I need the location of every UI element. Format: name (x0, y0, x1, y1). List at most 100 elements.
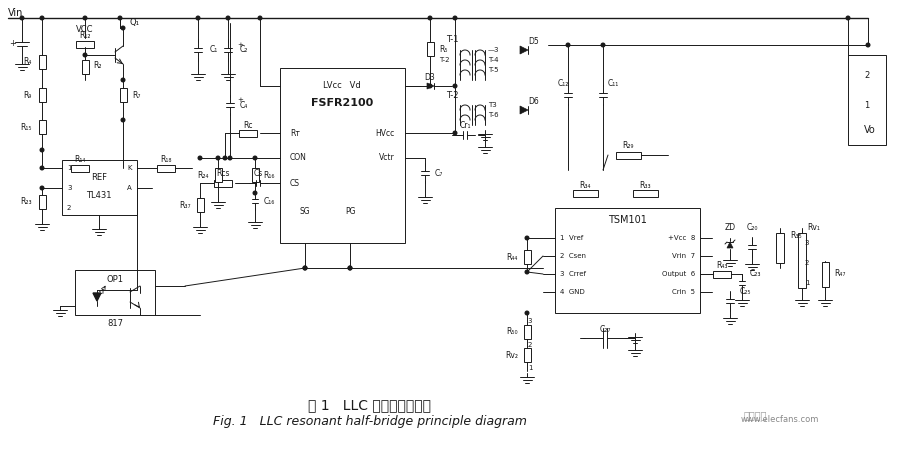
Bar (197, 198, 204, 212)
Circle shape (303, 266, 307, 270)
Text: R₅: R₅ (439, 45, 448, 54)
Text: CS: CS (290, 179, 300, 188)
Circle shape (428, 16, 431, 20)
Text: 2  Csen: 2 Csen (560, 253, 586, 259)
Text: OP1: OP1 (107, 276, 123, 285)
Text: C₁₂: C₁₂ (558, 78, 569, 87)
Text: Cr₁: Cr₁ (459, 121, 471, 130)
Text: R₂₃: R₂₃ (20, 198, 32, 207)
Text: 817: 817 (107, 318, 123, 327)
Polygon shape (427, 83, 434, 89)
Text: T-2: T-2 (446, 91, 458, 100)
Text: C₁: C₁ (210, 46, 218, 55)
Text: 4  GND: 4 GND (560, 289, 585, 295)
Text: 3  Crref: 3 Crref (560, 271, 586, 277)
Text: Rт: Rт (290, 129, 300, 138)
Text: R₃₄: R₃₄ (579, 180, 590, 189)
Text: R₁₂: R₁₂ (80, 32, 90, 41)
Text: R₉: R₉ (24, 91, 32, 100)
Bar (120, 88, 127, 102)
Text: www.elecfans.com: www.elecfans.com (741, 415, 819, 424)
Text: T-4: T-4 (488, 57, 498, 63)
Text: C₄: C₄ (240, 101, 249, 110)
Circle shape (122, 26, 125, 30)
Text: C₂₀: C₂₀ (746, 224, 758, 233)
Bar (39, 195, 46, 209)
Circle shape (253, 191, 257, 195)
Text: +: + (237, 42, 243, 48)
Text: 3: 3 (804, 240, 809, 246)
Bar (524, 250, 531, 264)
Circle shape (217, 156, 219, 160)
Circle shape (118, 16, 122, 20)
Text: +Vcc  8: +Vcc 8 (667, 235, 695, 241)
Text: 电子发烧: 电子发烧 (743, 410, 767, 420)
Bar (39, 120, 46, 134)
Text: R₇: R₇ (132, 91, 141, 100)
Text: A: A (127, 185, 132, 191)
Circle shape (40, 16, 44, 20)
Circle shape (83, 53, 87, 57)
Circle shape (453, 131, 457, 135)
Polygon shape (727, 242, 733, 248)
Circle shape (601, 43, 605, 47)
Text: R₃₇: R₃₇ (179, 201, 191, 210)
Bar (616, 152, 641, 159)
Polygon shape (520, 106, 528, 114)
Bar (573, 190, 598, 197)
Bar (427, 42, 434, 56)
Bar (524, 348, 531, 362)
Text: 图 1   LLC 谐振半桥原理图: 图 1 LLC 谐振半桥原理图 (309, 398, 431, 412)
Bar (822, 262, 829, 287)
Text: C₂₃: C₂₃ (750, 270, 761, 279)
Bar (39, 88, 46, 102)
Bar (76, 41, 94, 48)
Text: C₂₇: C₂₇ (600, 325, 611, 333)
Text: T-5: T-5 (488, 67, 498, 73)
Circle shape (223, 156, 227, 160)
Bar (75, 270, 155, 315)
Text: Rv₂: Rv₂ (505, 350, 518, 359)
Bar (71, 165, 89, 172)
Bar (82, 60, 89, 74)
Text: R₁₆: R₁₆ (263, 170, 274, 179)
Text: TSM101: TSM101 (608, 215, 646, 225)
Circle shape (526, 311, 529, 315)
Text: C₇: C₇ (435, 169, 443, 178)
Text: T-6: T-6 (488, 112, 499, 118)
Text: R₁₄: R₁₄ (74, 156, 86, 165)
Bar (239, 130, 257, 137)
Text: 3: 3 (67, 185, 71, 191)
Circle shape (428, 84, 431, 88)
Text: R₂₉: R₂₉ (622, 142, 633, 151)
Text: Fig. 1   LLC resonant half-bridge principle diagram: Fig. 1 LLC resonant half-bridge principl… (213, 415, 527, 428)
Text: R₃₅: R₃₅ (790, 231, 802, 240)
Text: TL431: TL431 (86, 190, 112, 199)
Text: —3: —3 (488, 47, 499, 53)
Text: SG: SG (300, 207, 311, 216)
Circle shape (198, 156, 202, 160)
Text: D3: D3 (425, 74, 435, 83)
Text: +: + (9, 40, 16, 49)
Text: Vin: Vin (8, 8, 24, 18)
Circle shape (303, 266, 307, 270)
Circle shape (228, 156, 232, 160)
Text: Cs: Cs (253, 170, 262, 179)
Text: PG: PG (345, 207, 356, 216)
Text: 3: 3 (527, 318, 532, 324)
Text: 1: 1 (804, 280, 809, 286)
Text: T3: T3 (488, 102, 496, 108)
Polygon shape (520, 46, 528, 54)
Text: Q₁: Q₁ (130, 18, 140, 28)
Text: 2: 2 (805, 260, 809, 266)
Text: C₁₆: C₁₆ (264, 197, 275, 206)
Text: R₂: R₂ (93, 60, 101, 69)
Circle shape (83, 16, 87, 20)
Circle shape (122, 78, 125, 82)
Bar (252, 168, 259, 182)
Circle shape (526, 270, 529, 274)
Text: REF: REF (91, 174, 107, 183)
Circle shape (253, 156, 257, 160)
Text: K: K (127, 165, 132, 171)
Bar (798, 233, 806, 288)
